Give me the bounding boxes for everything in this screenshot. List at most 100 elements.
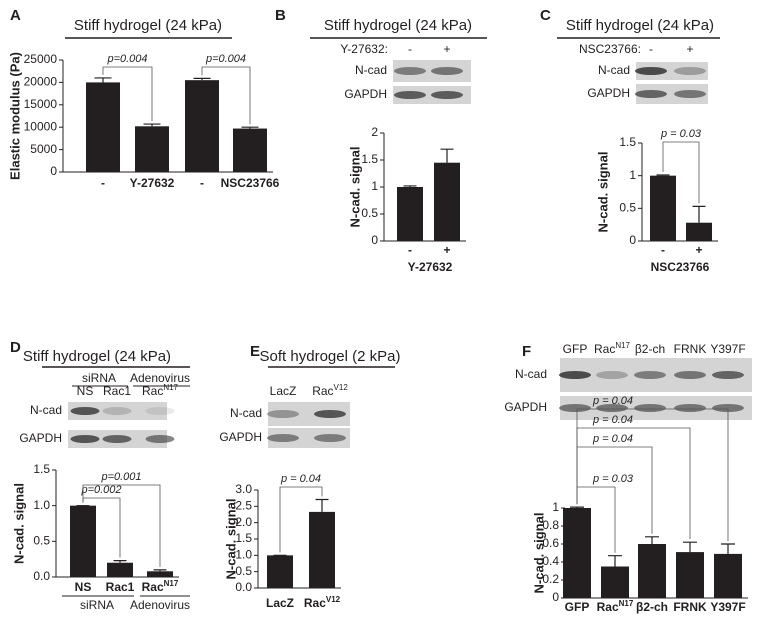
blot-band xyxy=(635,67,667,75)
blot-band xyxy=(674,67,706,75)
blot-band xyxy=(674,371,706,379)
y-tick-label: 0.5 xyxy=(235,564,252,578)
bar xyxy=(601,566,629,598)
y-tick-label: 1.5 xyxy=(361,152,378,166)
y-tick-label: 0.6 xyxy=(542,536,559,550)
p-value: p=0.004 xyxy=(205,53,246,65)
y-tick-label: 15000 xyxy=(24,97,58,111)
blot-band xyxy=(635,90,667,98)
panel-title: Stiff hydrogel (24 kPa) xyxy=(324,17,472,34)
x-group-label: siRNA xyxy=(80,598,114,612)
error-bar xyxy=(153,569,167,572)
blot-row-label: GAPDH xyxy=(587,86,630,100)
blot-lane: - xyxy=(649,42,653,56)
blot-lane-sup: N17 xyxy=(163,383,178,392)
blot-lane: LacZ xyxy=(270,384,297,398)
x-tick-label: β2-ch xyxy=(636,600,668,614)
x-tick-label: Rac1 xyxy=(106,580,135,594)
significance-bracket xyxy=(201,66,251,125)
x-group-label: Adenovirus xyxy=(130,598,190,612)
blot-band xyxy=(267,410,299,418)
blot-band xyxy=(431,91,463,99)
significance-bracket xyxy=(662,141,700,204)
x-tick-label: RacN17 xyxy=(597,599,634,615)
p-value: p = 0.04 xyxy=(592,433,633,445)
bar xyxy=(638,544,666,598)
blot-band xyxy=(267,434,299,442)
x-tick-label: - xyxy=(661,243,665,257)
blot-lane: FRNK xyxy=(674,342,707,356)
y-tick-label: 2 xyxy=(371,125,378,139)
blot-band xyxy=(596,404,628,412)
blot-band xyxy=(559,371,591,379)
error-bar xyxy=(440,148,454,163)
blot-lane: - xyxy=(408,42,412,56)
panel-title: Stiff hydrogel (24 kPa) xyxy=(566,17,714,34)
blot-group: Adenovirus xyxy=(130,371,190,385)
x-axis-label: NSC23766 xyxy=(651,260,710,274)
x-tick-label-sup: N17 xyxy=(164,579,179,588)
x-tick-label: + xyxy=(443,243,450,257)
y-tick-label: 0.5 xyxy=(361,206,378,220)
blot-lane-base: Rac xyxy=(312,384,333,398)
x-tick-label: FRNK xyxy=(673,600,707,614)
x-tick-label: Y397F xyxy=(710,600,745,614)
panel-letter: C xyxy=(540,7,551,24)
panel-letter: D xyxy=(10,339,21,356)
bar xyxy=(563,508,591,598)
blot-band xyxy=(559,404,591,412)
bar xyxy=(86,82,120,172)
y-tick-label: 1 xyxy=(371,179,378,193)
y-tick-label: 0 xyxy=(371,233,378,247)
y-tick-label: 0.0 xyxy=(235,580,252,594)
y-tick-label: 0.5 xyxy=(619,201,636,215)
blot-lane: β2-ch xyxy=(635,342,665,356)
error-bar xyxy=(403,185,417,187)
bar xyxy=(233,128,267,172)
bar xyxy=(686,222,712,241)
blot-band xyxy=(394,67,426,75)
y-tick-label: 1.0 xyxy=(33,498,50,512)
x-tick-label-base: Rac xyxy=(597,600,619,614)
blot-row-label: GAPDH xyxy=(19,431,62,445)
error-bar xyxy=(683,541,697,553)
blot-band xyxy=(596,371,628,379)
x-tick-label: NSC23766 xyxy=(221,176,280,190)
significance-bracket xyxy=(279,486,323,553)
blot-lane-sup: N17 xyxy=(615,341,630,350)
p-value: p = 0.04 xyxy=(592,414,633,426)
x-tick-label-sup: N17 xyxy=(619,599,634,608)
bar xyxy=(70,505,96,577)
y-tick-label: 3.0 xyxy=(235,482,252,496)
significance-bracket xyxy=(102,66,153,122)
p-value: p = 0.04 xyxy=(592,395,633,407)
blot-header: NSC23766: xyxy=(579,42,641,56)
blot-band xyxy=(674,404,706,412)
y-axis-label: N-cad. signal xyxy=(223,499,238,580)
blot-row-label: N-cad xyxy=(30,403,62,417)
y-axis-label: N-cad. signal xyxy=(11,483,26,564)
blot-lane: + xyxy=(443,42,450,56)
x-tick-label: - xyxy=(408,243,412,257)
bar xyxy=(185,80,219,172)
x-tick-label: Y-27632 xyxy=(130,176,175,190)
y-tick-label: 1 xyxy=(629,168,636,182)
y-tick-label: 5000 xyxy=(30,142,57,156)
panel-letter: E xyxy=(250,343,260,360)
blot-lane: RacN17 xyxy=(594,341,631,357)
significance-bracket xyxy=(576,486,616,553)
blot-row-label: N-cad xyxy=(230,406,262,420)
error-bar xyxy=(94,77,112,83)
bar xyxy=(107,562,133,577)
bar xyxy=(434,162,460,241)
bar xyxy=(397,187,423,241)
bar xyxy=(676,552,704,598)
y-tick-label: 2.0 xyxy=(235,515,252,529)
blot-band xyxy=(70,435,100,443)
blot-row-label: N-cad xyxy=(355,63,387,77)
y-axis-label: N-cad. signal xyxy=(595,152,610,233)
y-tick-label: 0.4 xyxy=(542,554,559,568)
blot-strip xyxy=(636,62,708,80)
error-bar xyxy=(721,543,735,554)
